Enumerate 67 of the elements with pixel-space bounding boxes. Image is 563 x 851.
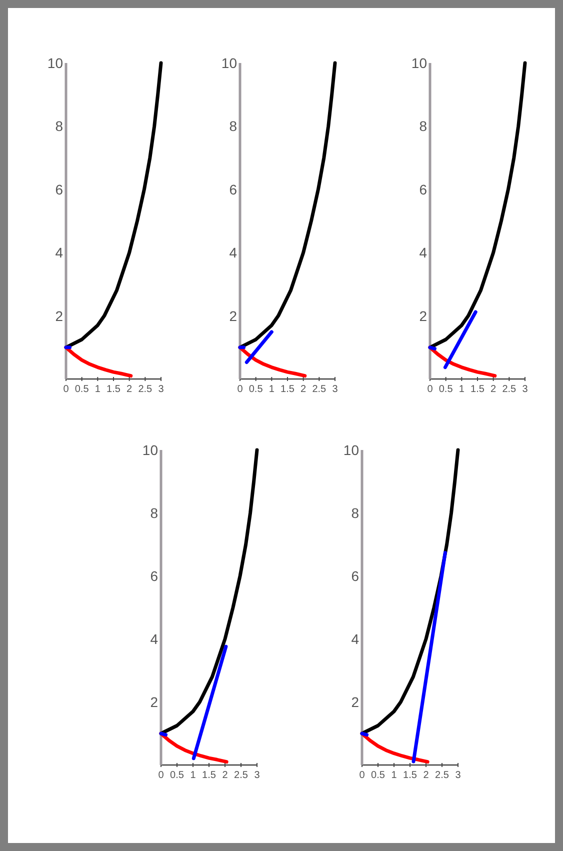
y-tick-label: 4 [150,631,158,647]
x-tick-label: 0 [63,384,70,395]
x-tick-label: 1 [391,770,398,781]
x-tick-label: 0 [427,384,434,395]
x-tick-label: 2 [490,384,497,395]
y-tick-label: 4 [55,244,64,261]
x-tick-label: 3 [455,770,462,781]
x-tick-label: 0.5 [438,384,454,395]
y-tick-label: 6 [351,568,360,584]
x-tick-label: 0 [158,770,164,781]
x-tick-label: 1 [458,384,465,395]
y-tick-label: 4 [419,244,428,261]
y-tick-label: 8 [150,505,158,521]
x-tick-label: 1.5 [403,770,418,781]
line-series [428,61,527,350]
x-tick-label: 0.5 [371,770,386,781]
y-tick-label: 6 [150,568,158,584]
line-series [159,732,228,764]
x-tick-label: 2 [300,384,307,395]
y-tick-label: 4 [351,631,360,647]
y-tick-label: 2 [419,308,428,324]
y-tick-label: 10 [47,55,64,71]
line-series [64,61,163,350]
y-tick-label: 8 [351,505,360,521]
y-tick-label: 2 [351,694,360,710]
x-tick-label: 3 [158,384,164,395]
x-tick-label: 2.5 [502,384,517,395]
line-series [238,346,307,378]
x-tick-label: 0.5 [248,384,264,395]
y-tick-label: 4 [229,244,238,261]
x-tick-label: 0.5 [74,384,90,395]
x-tick-label: 3 [332,384,338,395]
y-tick-label: 2 [229,308,238,324]
x-tick-label: 2.5 [138,384,153,395]
y-tick-label: 8 [55,118,64,134]
y-tick-label: 10 [411,55,428,71]
x-tick-label: 2.5 [234,770,248,781]
line-series [428,346,497,378]
x-tick-label: 1 [94,384,101,395]
y-tick-label: 10 [343,442,360,458]
x-tick-label: 2.5 [435,770,450,781]
y-tick-label: 6 [229,181,238,198]
x-tick-label: 1 [268,384,275,395]
y-tick-label: 2 [150,694,158,710]
x-tick-label: 1.5 [106,384,121,395]
x-tick-label: 1.5 [202,770,216,781]
x-tick-label: 0 [237,384,244,395]
x-tick-label: 2 [222,770,228,781]
y-tick-label: 2 [55,308,64,324]
line-series [238,61,337,350]
x-tick-label: 2.5 [312,384,327,395]
x-tick-label: 0 [359,770,366,781]
line-series [159,448,259,736]
line-series [64,346,133,378]
y-tick-label: 6 [419,181,428,198]
x-tick-label: 1 [190,770,196,781]
x-tick-label: 2 [126,384,133,395]
y-tick-label: 10 [142,442,158,458]
x-tick-label: 1.5 [470,384,485,395]
x-tick-label: 1.5 [280,384,295,395]
x-tick-label: 3 [254,770,260,781]
x-tick-label: 0.5 [170,770,184,781]
y-tick-label: 10 [221,55,238,71]
x-tick-label: 3 [522,384,528,395]
y-tick-label: 8 [419,118,428,134]
y-tick-label: 8 [229,118,238,134]
y-tick-label: 6 [55,181,64,198]
